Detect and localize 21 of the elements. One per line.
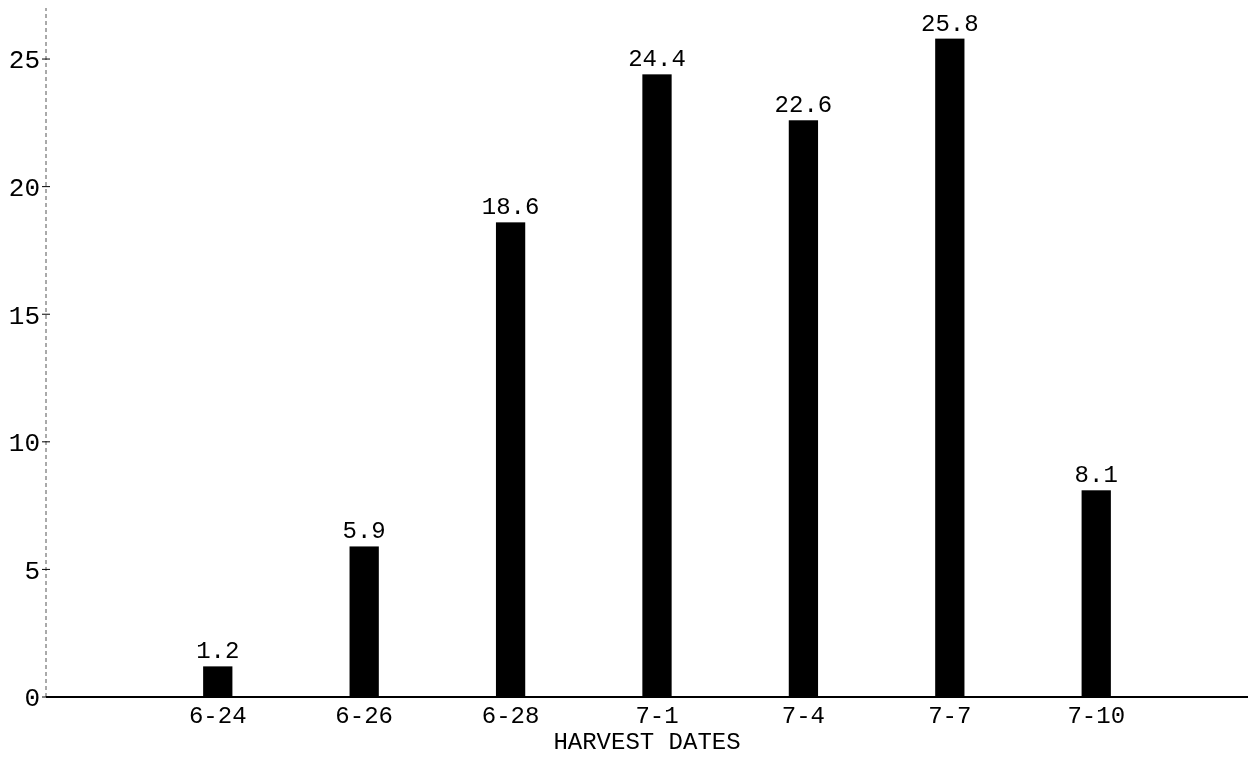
y-tick-label: 25 [8,46,40,77]
x-tick-label: 7-7 [928,703,972,730]
x-axis-title: HARVEST DATES [553,729,741,756]
x-tick-label: 6-28 [481,703,540,730]
data-label: 1.2 [196,638,240,666]
data-label: 25.8 [921,10,979,38]
data-label: 8.1 [1074,462,1118,490]
x-tick-label: 7-4 [781,703,826,730]
y-tick-label: 10 [8,429,40,460]
x-tick-label: 7-1 [635,703,679,730]
y-tick-label: 5 [24,556,40,587]
y-tick-label: 20 [8,173,40,204]
data-label: 5.9 [342,518,386,546]
y-tick-label: 15 [8,301,40,332]
x-tick-label: 6-26 [335,703,393,730]
data-label: 22.6 [774,92,833,120]
data-label: 18.6 [481,194,540,222]
x-tick-label: 6-24 [188,703,247,730]
y-tick-label: 0 [24,684,40,715]
data-label: 24.4 [628,46,686,74]
x-tick-label: 7-10 [1067,703,1126,730]
